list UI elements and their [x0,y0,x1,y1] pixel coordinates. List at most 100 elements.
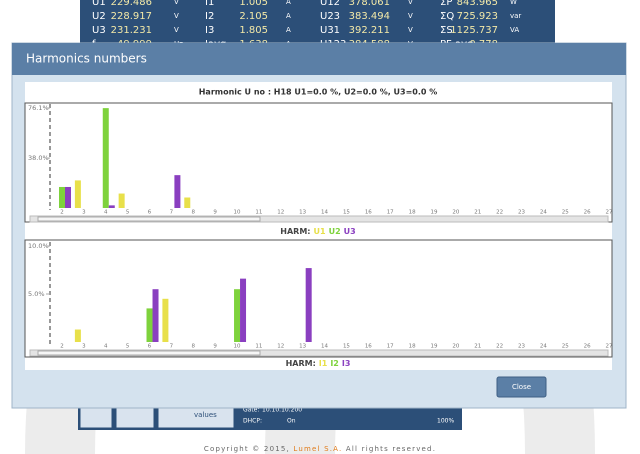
meter-label: ΣS [440,25,453,36]
toolbar-button[interactable] [79,405,113,429]
meter-label: U31 [320,25,340,36]
legend-entry: U3 [344,227,356,236]
meter-label: ΣQ [440,11,454,22]
toolbar-button[interactable] [115,405,155,429]
x-tick-label: 13 [299,344,306,350]
meter-value: 229.486 [111,0,152,8]
x-tick-label: 3 [82,210,86,216]
legend-entry: U1 [314,227,326,236]
x-tick-label: 17 [387,344,394,350]
scroll-thumb [37,350,261,356]
toolbar-label: values [194,411,217,419]
meter-unit: V [408,0,413,6]
x-tick-label: 21 [474,210,481,216]
x-tick-label: 26 [584,210,591,216]
x-tick-label: 21 [474,344,481,350]
x-tick-label: 13 [299,210,306,216]
meter-value: 725.923 [457,11,498,22]
x-tick-label: 11 [255,210,262,216]
x-tick-label: 10 [234,210,241,216]
meter-label: U12 [320,0,340,8]
chart-frame [24,102,613,223]
x-tick-label: 10 [234,344,241,350]
x-tick-label: 19 [430,344,437,350]
meter-value: 378.061 [349,0,390,8]
bar [152,289,159,342]
chart-title: Harmonic U no : H18 U1=0.0 %, U2=0.0 %, … [199,88,438,97]
chart-frame [24,239,613,358]
copyright-suffix: All rights reserved. [346,445,436,453]
copyright: Copyright © 2015, Lumel S.A. All rights … [204,445,436,453]
x-tick-label: 2 [60,210,64,216]
x-tick-label: 9 [213,344,217,350]
bar [174,175,181,208]
meter-label: I2 [205,11,214,22]
x-tick-label: 6 [148,210,152,216]
bar [240,278,247,342]
meter-label: ΣP [440,0,452,8]
meter-unit: V [408,26,413,34]
x-tick-label: 19 [430,210,437,216]
gate-value: 10.10.10.200 [262,407,302,414]
bar [108,205,115,208]
x-tick-label: 20 [452,210,459,216]
scroll-thumb [37,216,261,222]
x-tick-label: 23 [518,210,525,216]
company: Lumel S.A. [293,445,342,453]
x-tick-label: 4 [104,344,108,350]
y-tick-label: 5.0% [28,290,45,298]
x-tick-label: 16 [365,210,372,216]
legend-title: HARM: [280,227,310,236]
y-tick-label: 76.1% [28,104,49,112]
close-button[interactable] [496,376,547,398]
meter-unit: W [510,0,517,6]
meter-value: 1.005 [239,0,268,8]
x-tick-label: 14 [321,344,328,350]
x-tick-label: 27 [606,210,613,216]
meter-value: 228.917 [111,11,152,22]
meter-unit: V [174,12,179,20]
x-tick-label: 24 [540,344,547,350]
y-tick-label: 38.0% [28,154,49,162]
x-tick-label: 2 [60,344,64,350]
meter-unit: VA [510,26,519,34]
bar [102,108,109,208]
x-tick-label: 9 [213,210,217,216]
meter-value: 392.211 [349,25,390,36]
meter-unit: A [286,12,291,20]
meter-unit: V [174,26,179,34]
x-tick-label: 25 [562,210,569,216]
bar [234,289,241,342]
legend-entry: I1 [319,359,328,368]
meter-label: U3 [92,25,106,36]
meter-value: 231.231 [111,25,152,36]
x-tick-label: 12 [277,210,284,216]
x-tick-label: 7 [170,344,174,350]
x-tick-label: 24 [540,210,547,216]
meter-unit: V [408,12,413,20]
x-tick-label: 12 [277,344,284,350]
x-tick-label: 11 [255,344,262,350]
bar [146,308,153,342]
close-label[interactable]: Close [512,383,531,391]
bar [74,329,81,342]
legend: HARM: I1 I2 I3 [286,359,351,368]
meter-panel [80,0,555,48]
scrollbar [29,215,609,223]
legend: HARM: U1 U2 U3 [280,227,355,236]
x-tick-label: 17 [387,210,394,216]
scrollbar [29,349,609,357]
copyright-prefix: Copyright © 2015, [204,445,290,453]
x-tick-label: 15 [343,344,350,350]
meter-label: U2 [92,11,106,22]
dialog-title: Harmonics numbers [26,52,147,66]
legend-title: HARM: [286,359,316,368]
meter-label: U23 [320,11,340,22]
bar [118,193,125,208]
x-tick-label: 20 [452,344,459,350]
x-tick-label: 15 [343,210,350,216]
level-value: 100% [437,418,454,425]
dhcp-value: On [287,418,296,425]
x-tick-label: 5 [126,210,130,216]
bar [184,197,191,208]
